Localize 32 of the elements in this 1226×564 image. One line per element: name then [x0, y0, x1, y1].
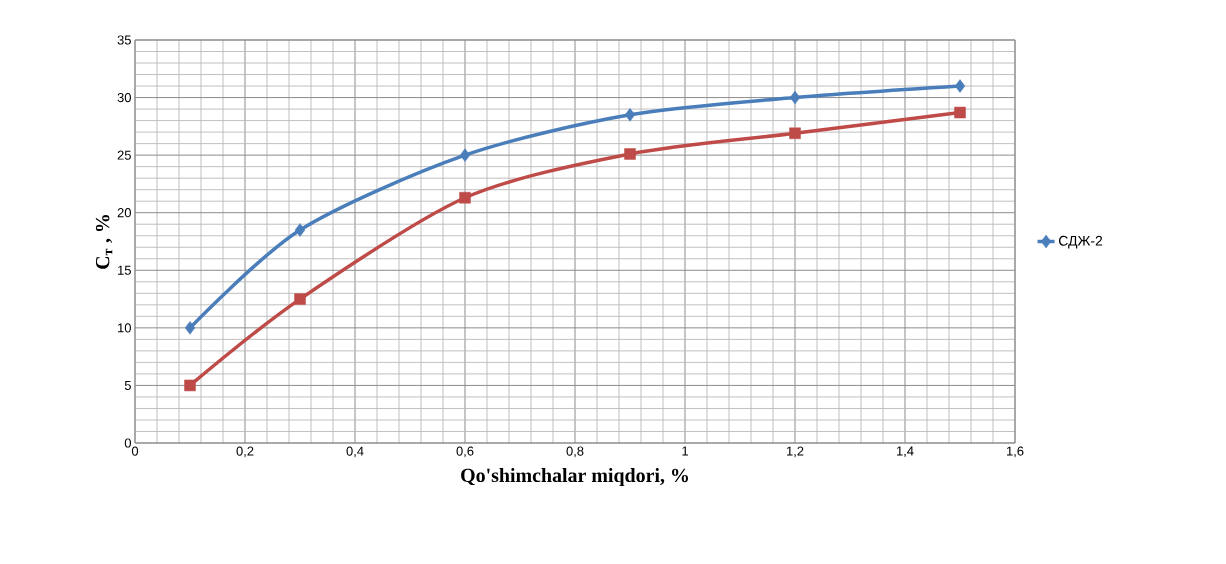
point — [294, 223, 306, 237]
point — [624, 148, 636, 160]
point — [954, 79, 966, 93]
point — [184, 379, 196, 392]
point — [624, 108, 636, 122]
y-tick-label: 35 — [117, 35, 131, 45]
x-tick-label: 0,6 — [456, 446, 474, 458]
y-tick-label: 10 — [118, 323, 131, 333]
point — [184, 321, 196, 335]
x-tick-label: 1,2 — [786, 446, 804, 458]
x-tick-label: 1 — [682, 446, 688, 456]
y-tick-label: 0 — [124, 438, 131, 448]
x-axis-title: Qo'shimchalar miqdori, % — [461, 468, 688, 487]
y-tick-label: 25 — [117, 150, 131, 160]
point — [459, 148, 471, 162]
y-tick-label: 15 — [118, 265, 131, 275]
x-tick-label: 0,4 — [346, 446, 364, 458]
point — [954, 106, 966, 119]
x-tick-label: 0,8 — [566, 446, 584, 458]
point — [789, 90, 801, 105]
y-tick-label: 5 — [124, 380, 131, 390]
x-tick-label: 0,2 — [236, 446, 254, 458]
x-tick-label: 1,6 — [1006, 446, 1024, 458]
y-tick-label: 30 — [117, 92, 131, 103]
point — [294, 293, 306, 305]
x-tick-label: 0 — [131, 446, 139, 456]
x-tick-label: 1,4 — [896, 446, 914, 458]
point — [459, 192, 471, 204]
y-axis-title: C$_{т}$ , % — [95, 215, 113, 269]
y-tick-label: 20 — [117, 208, 131, 218]
legend-label: СДЖ-2 — [1058, 235, 1103, 249]
point — [789, 127, 801, 139]
